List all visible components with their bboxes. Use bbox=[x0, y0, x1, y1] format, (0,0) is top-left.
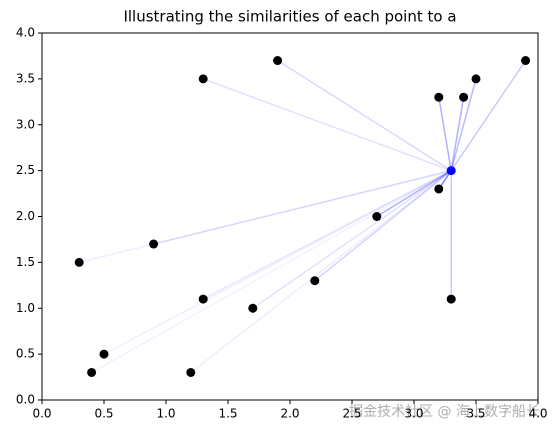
x-tick-label: 3.5 bbox=[466, 407, 485, 421]
point bbox=[434, 92, 444, 102]
point bbox=[521, 56, 531, 66]
y-tick-label: 4.0 bbox=[16, 26, 35, 40]
similarity-line bbox=[450, 60, 527, 172]
point bbox=[372, 212, 382, 221]
point bbox=[74, 257, 84, 267]
x-tick-label: 2.5 bbox=[342, 407, 361, 421]
point bbox=[149, 239, 159, 249]
axes-frame bbox=[41, 32, 539, 401]
y-tick-label: 0.5 bbox=[16, 347, 35, 361]
y-tick-label: 2.0 bbox=[16, 209, 35, 223]
plot-area bbox=[74, 56, 531, 377]
watermark: 掘金技术社区 @ 海上数字船长 bbox=[349, 404, 540, 420]
similarity-line bbox=[450, 97, 465, 171]
x-tick-label: 4.0 bbox=[528, 407, 547, 421]
similarity-line bbox=[79, 169, 452, 264]
similarity-line bbox=[314, 170, 452, 282]
similarity-line bbox=[91, 169, 452, 374]
similarity-line bbox=[153, 169, 452, 245]
point bbox=[99, 349, 109, 359]
point bbox=[87, 367, 97, 377]
similarity-line bbox=[376, 169, 452, 218]
point bbox=[434, 184, 444, 194]
point bbox=[186, 367, 196, 377]
point bbox=[198, 74, 208, 84]
x-tick-label: 2.0 bbox=[280, 407, 299, 421]
point bbox=[198, 294, 208, 304]
x-tick-label: 1.0 bbox=[156, 407, 175, 421]
chart-title: Illustrating the similarities of each po… bbox=[123, 8, 456, 26]
similarity-line bbox=[450, 78, 477, 171]
point bbox=[471, 74, 481, 84]
similarity-line bbox=[103, 169, 452, 355]
similarity-line bbox=[202, 169, 452, 300]
similarity-line bbox=[202, 78, 452, 172]
point bbox=[310, 276, 320, 286]
similarity-line bbox=[438, 97, 452, 171]
similarity-line bbox=[252, 170, 452, 309]
reference-point bbox=[446, 166, 456, 176]
y-tick-label: 3.0 bbox=[16, 117, 35, 131]
x-tick-label: 3.0 bbox=[404, 407, 423, 421]
point bbox=[273, 56, 283, 66]
point bbox=[248, 303, 258, 313]
y-tick-label: 1.5 bbox=[16, 255, 35, 269]
x-tick-label: 0.5 bbox=[94, 407, 113, 421]
y-tick-label: 1.0 bbox=[16, 301, 35, 315]
point bbox=[446, 294, 456, 304]
y-tick-label: 3.5 bbox=[16, 71, 35, 85]
x-tick-label: 1.5 bbox=[218, 407, 237, 421]
similarity-line bbox=[190, 170, 452, 374]
y-tick-label: 0.0 bbox=[16, 393, 35, 407]
point bbox=[459, 92, 469, 102]
similarity-line bbox=[277, 59, 452, 172]
y-tick-label: 2.5 bbox=[16, 163, 35, 177]
x-tick-label: 0.0 bbox=[32, 407, 51, 421]
